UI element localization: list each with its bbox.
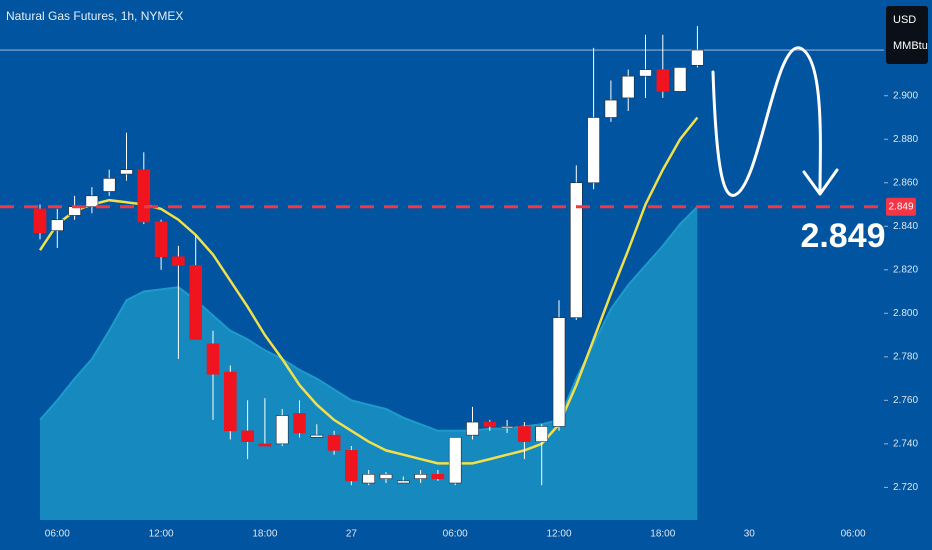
candle-body <box>673 67 687 92</box>
candle-body <box>293 413 306 434</box>
candle-body <box>396 480 410 484</box>
x-tick-label: 18:00 <box>650 529 675 540</box>
candle-body <box>483 421 497 427</box>
candle-body <box>552 317 566 427</box>
x-tick-label: 12:00 <box>149 529 174 540</box>
candle-body <box>50 219 64 231</box>
candle-body <box>448 437 462 484</box>
unit-label: USD <box>893 14 916 26</box>
candle-body <box>206 343 220 375</box>
candle-body <box>224 371 237 432</box>
y-tick-label: 2.840 <box>893 221 918 232</box>
annotation: 2.849 <box>800 217 885 255</box>
candle-body <box>275 415 289 445</box>
x-tick-label: 30 <box>744 529 756 540</box>
hand-drawn-arrow <box>711 46 822 197</box>
unit-label: MMBtu <box>893 40 928 52</box>
candle-body <box>639 69 652 77</box>
candle-body <box>172 256 185 266</box>
candle-body <box>621 75 635 99</box>
y-tick-label: 2.900 <box>893 90 918 101</box>
unit-box <box>886 6 928 64</box>
y-tick-label: 2.740 <box>893 438 918 449</box>
candle-body <box>362 474 376 484</box>
candle-body <box>691 49 704 66</box>
candle-body <box>535 426 549 442</box>
candle-body <box>310 434 324 438</box>
candle-body <box>587 117 600 184</box>
y-tick-label: 2.800 <box>893 308 918 319</box>
price-label-box <box>886 197 916 216</box>
candle-body <box>379 474 393 479</box>
candle-body <box>154 221 168 258</box>
candle-body <box>500 426 514 429</box>
y-tick-label: 2.820 <box>893 264 918 275</box>
candle-body <box>604 99 618 118</box>
candle-body <box>656 69 670 92</box>
y-tick-label: 2.780 <box>893 351 918 362</box>
candle-body <box>431 474 445 479</box>
candle-body <box>241 430 254 442</box>
x-tick-label: 12:00 <box>546 529 571 540</box>
chart-title: Natural Gas Futures, 1h, NYMEX <box>6 9 183 23</box>
x-tick-label: 18:00 <box>252 529 277 540</box>
candle-body <box>102 178 116 192</box>
plot-area <box>0 26 884 520</box>
candle-body <box>258 443 272 447</box>
candle-body <box>85 195 99 207</box>
x-tick-label: 27 <box>346 529 358 540</box>
x-tick-label: 06:00 <box>45 529 70 540</box>
arrow-head <box>802 168 839 196</box>
candle-body <box>414 474 427 479</box>
candle-body <box>189 265 202 340</box>
candle-body <box>518 426 531 442</box>
candle-body <box>569 182 583 318</box>
candle-body <box>137 169 151 223</box>
y-tick-label: 2.720 <box>893 482 918 493</box>
candle-body <box>345 450 358 482</box>
candle-body <box>327 434 341 451</box>
candle-body <box>466 421 479 436</box>
candle-body <box>120 169 133 175</box>
y-tick-label: 2.880 <box>893 134 918 145</box>
x-tick-label: 06:00 <box>443 529 468 540</box>
y-tick-label: 2.760 <box>893 395 918 406</box>
candle-body <box>33 208 47 234</box>
area-fill <box>40 206 698 520</box>
y-tick-label: 2.860 <box>893 177 918 188</box>
price-label: 2.849 <box>888 201 913 212</box>
x-tick-label: 06:00 <box>841 529 866 540</box>
